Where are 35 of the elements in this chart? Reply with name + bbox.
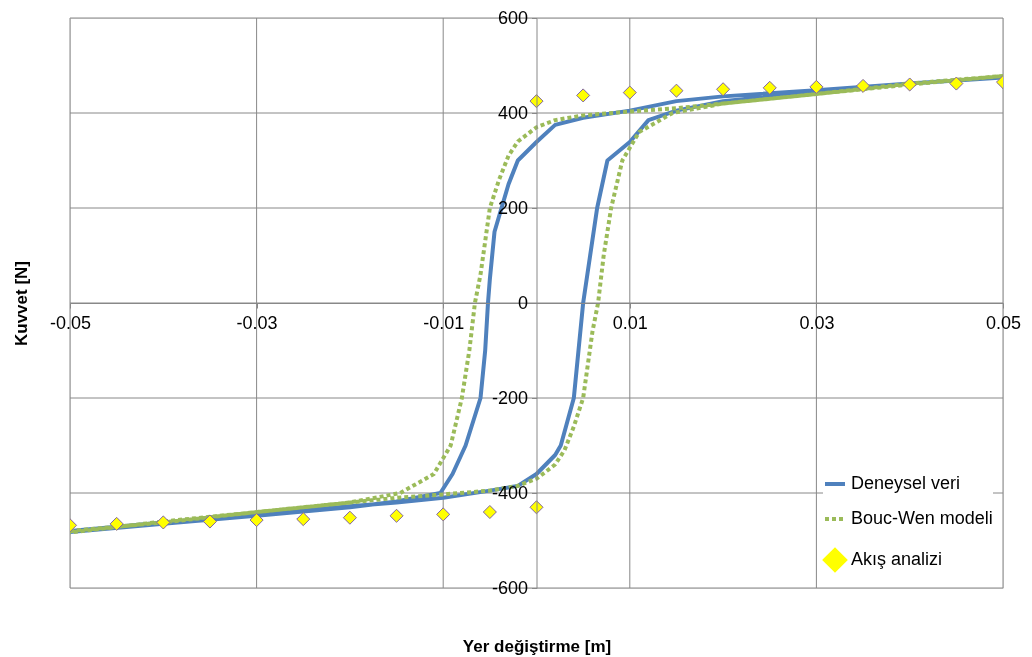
x-tick-label: -0.03 xyxy=(236,312,278,333)
y-tick-label: 0 xyxy=(517,292,528,313)
x-tick-label: 0.03 xyxy=(799,312,835,333)
point xyxy=(576,88,591,103)
point xyxy=(156,515,171,530)
y-tick-label: 600 xyxy=(497,7,528,28)
point xyxy=(809,79,824,94)
x-axis-title: Yer değiştirme [m] xyxy=(462,636,612,656)
point xyxy=(949,76,964,91)
y-tick-label: -400 xyxy=(491,482,528,503)
point xyxy=(716,82,731,97)
y-tick-label: -600 xyxy=(491,577,528,598)
point xyxy=(342,510,357,525)
point xyxy=(109,516,124,531)
legend-label: Akış analizi xyxy=(851,549,943,569)
point xyxy=(296,512,311,527)
y-tick-label: -200 xyxy=(491,387,528,408)
point xyxy=(762,80,777,95)
x-tick-label: 0.01 xyxy=(612,312,648,333)
point xyxy=(856,78,871,93)
x-tick-label: 0.05 xyxy=(985,312,1022,333)
x-tick-label: -0.05 xyxy=(49,312,92,333)
legend-label: Deneysel veri xyxy=(851,473,961,493)
y-tick-label: 400 xyxy=(497,102,528,123)
point xyxy=(202,514,217,529)
point xyxy=(669,83,684,98)
point xyxy=(436,507,451,522)
legend-label: Bouc-Wen modeli xyxy=(851,508,993,528)
y-axis-title: Kuvvet [N] xyxy=(11,260,31,347)
point xyxy=(902,77,917,92)
point xyxy=(249,513,264,528)
point xyxy=(622,85,637,100)
x-tick-label: -0.01 xyxy=(423,312,465,333)
point xyxy=(482,504,497,520)
point xyxy=(389,508,404,523)
